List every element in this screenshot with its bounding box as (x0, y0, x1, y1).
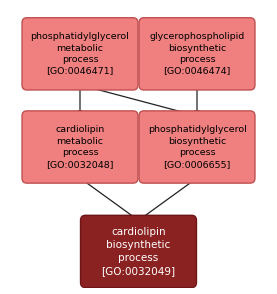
FancyBboxPatch shape (139, 111, 255, 183)
Text: phosphatidylglycerol
biosynthetic
process
[GO:0006655]: phosphatidylglycerol biosynthetic proces… (148, 125, 246, 169)
Text: glycerophospholipid
biosynthetic
process
[GO:0046474]: glycerophospholipid biosynthetic process… (149, 32, 245, 76)
Text: phosphatidylglycerol
metabolic
process
[GO:0046471]: phosphatidylglycerol metabolic process [… (31, 32, 129, 76)
FancyBboxPatch shape (22, 18, 138, 90)
Text: cardiolipin
metabolic
process
[GO:0032048]: cardiolipin metabolic process [GO:003204… (46, 125, 114, 169)
FancyBboxPatch shape (81, 215, 196, 288)
FancyBboxPatch shape (22, 111, 138, 183)
FancyBboxPatch shape (139, 18, 255, 90)
Text: cardiolipin
biosynthetic
process
[GO:0032049]: cardiolipin biosynthetic process [GO:003… (101, 227, 176, 276)
